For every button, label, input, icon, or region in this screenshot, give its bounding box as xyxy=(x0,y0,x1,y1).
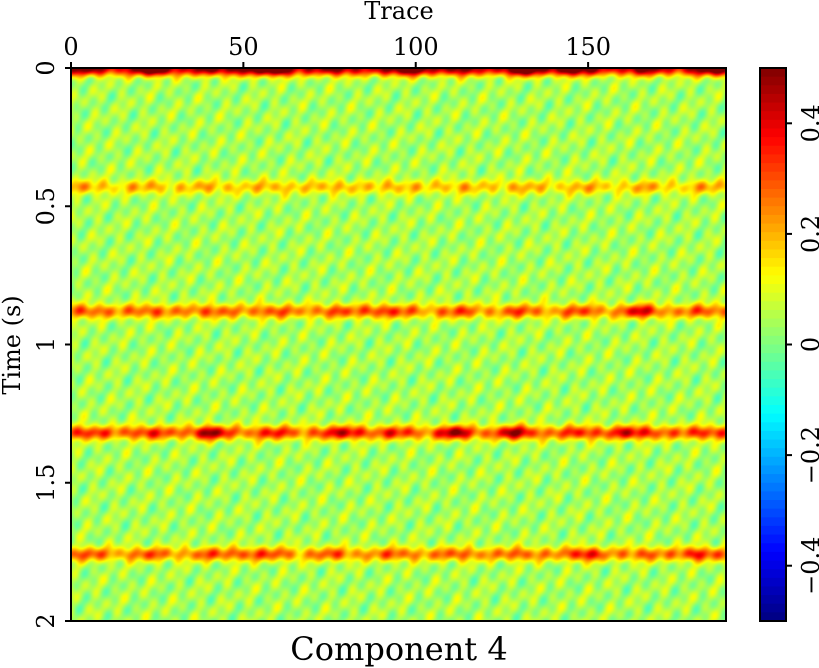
colorbar-segment xyxy=(760,612,786,622)
colorbar-segment xyxy=(760,240,786,251)
colorbar-segment xyxy=(760,188,786,199)
x-tick-label: 100 xyxy=(393,33,439,61)
x-axis-ticks: 0 50 100 150 xyxy=(63,33,611,68)
colorbar-segment xyxy=(760,595,786,605)
colorbar-segment xyxy=(760,137,786,147)
y-axis-label: Time (s) xyxy=(0,295,26,394)
colorbar-segment xyxy=(760,448,786,458)
colorbar-segment xyxy=(760,111,786,121)
colorbar: −0.4 −0.2 0 0.2 0.4 xyxy=(759,67,819,622)
colorbar-tick-label: 0.4 xyxy=(797,104,819,142)
colorbar-segment xyxy=(760,93,786,104)
colorbar-segment xyxy=(760,551,786,562)
y-tick-label: 1 xyxy=(32,337,60,352)
colorbar-segment xyxy=(760,180,786,190)
y-tick-label: 0 xyxy=(32,60,60,75)
colorbar-segment xyxy=(760,474,786,484)
colorbar-segment xyxy=(760,525,786,536)
colorbar-segment xyxy=(760,249,786,259)
colorbar-segment xyxy=(760,214,786,225)
colorbar-segment xyxy=(760,145,786,156)
colorbar-segment xyxy=(760,154,786,164)
colorbar-segment xyxy=(760,577,786,588)
colorbar-tick-label: −0.4 xyxy=(797,537,819,595)
plot-area xyxy=(71,68,726,621)
colorbar-segment xyxy=(760,430,786,441)
colorbar-segment xyxy=(760,266,786,276)
colorbar-segment xyxy=(760,586,786,596)
colorbar-segment xyxy=(760,379,786,389)
x-axis-label: Trace xyxy=(364,0,433,25)
plot-border xyxy=(70,67,727,622)
x-tick-label: 50 xyxy=(228,33,259,61)
colorbar-segment xyxy=(760,318,786,328)
colorbar-segment xyxy=(760,361,786,372)
colorbar-segment xyxy=(760,76,786,86)
colorbar-segment xyxy=(760,439,786,449)
colorbar-segment xyxy=(760,603,786,613)
colorbar-segment xyxy=(760,163,786,173)
chart-title: Component 4 xyxy=(290,630,507,668)
colorbar-segment xyxy=(760,491,786,501)
y-tick-label: 2 xyxy=(32,613,60,628)
colorbar-segment xyxy=(760,258,786,268)
colorbar-segment xyxy=(760,102,786,112)
colorbar-segment xyxy=(760,517,786,527)
x-tick-label: 150 xyxy=(565,33,611,61)
x-tick-label: 0 xyxy=(63,33,78,61)
colorbar-segment xyxy=(760,223,786,233)
colorbar-segment xyxy=(760,327,786,337)
colorbar-segment xyxy=(760,119,786,130)
heatmap-image xyxy=(71,68,726,621)
colorbar-segment xyxy=(760,284,786,294)
colorbar-segment xyxy=(760,396,786,406)
colorbar-segment xyxy=(760,171,786,181)
colorbar-segment xyxy=(760,456,786,467)
colorbar-segment xyxy=(760,534,786,544)
colorbar-segment xyxy=(760,85,786,95)
colorbar-tick-label: −0.2 xyxy=(797,426,819,484)
colorbar-segment xyxy=(760,422,786,432)
y-tick-label: 0.5 xyxy=(32,187,60,225)
y-tick-label: 1.5 xyxy=(32,464,60,502)
colorbar-segment xyxy=(760,465,786,475)
colorbar-segment xyxy=(760,68,786,78)
colorbar-tick-label: 0 xyxy=(797,337,819,352)
colorbar-segment xyxy=(760,560,786,570)
colorbar-ticks: −0.4 −0.2 0 0.2 0.4 xyxy=(786,104,819,595)
colorbar-segment xyxy=(760,232,786,242)
colorbar-segment xyxy=(760,482,786,492)
colorbar-segment xyxy=(760,309,786,320)
colorbar-segment xyxy=(760,301,786,311)
colorbar-segment xyxy=(760,569,786,579)
colorbar-segment xyxy=(760,370,786,380)
y-axis-ticks: 0 0.5 1 1.5 2 xyxy=(32,60,71,629)
colorbar-segment xyxy=(760,206,786,216)
colorbar-segment xyxy=(760,543,786,553)
colorbar-segment xyxy=(760,128,786,138)
colorbar-segment xyxy=(760,500,786,510)
colorbar-segment xyxy=(760,275,786,285)
colorbar-segment xyxy=(760,508,786,518)
colorbar-segment xyxy=(760,387,786,397)
colorbar-segment xyxy=(760,335,786,346)
colorbar-segment xyxy=(760,404,786,415)
colorbar-segment xyxy=(760,292,786,302)
colorbar-segment xyxy=(760,197,786,207)
colorbar-segment xyxy=(760,413,786,423)
colorbar-segment xyxy=(760,353,786,363)
colorbar-tick-label: 0.2 xyxy=(797,215,819,253)
colorbar-segment xyxy=(760,344,786,354)
